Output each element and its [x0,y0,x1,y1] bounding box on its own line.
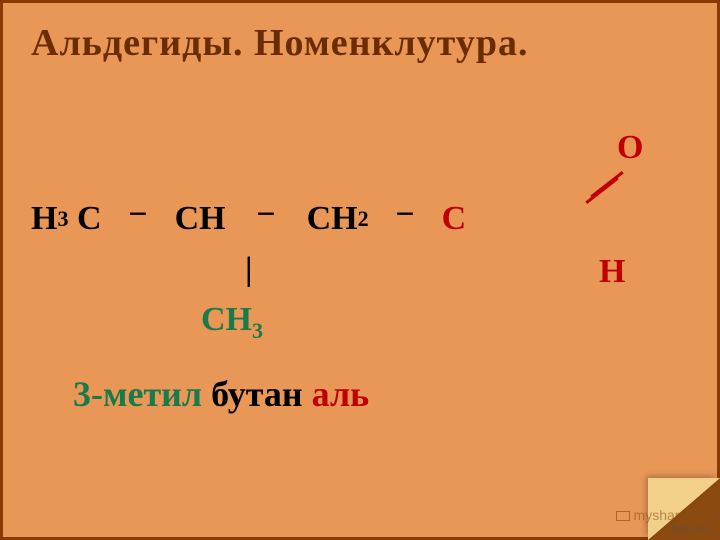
c3: CH [307,200,358,237]
watermark-logo-icon [616,511,630,521]
footer-credit: fppt.com [671,524,709,535]
c3-sub: 2 [358,206,369,231]
branch-ch: CH [201,301,252,338]
bond-2: − [252,196,280,234]
formula-main-chain: H3 C − CH − CH2 − C [31,198,466,238]
double-bond-icon [583,165,627,209]
name-part-al: аль [303,374,370,414]
slide-title: Альдегиды. Номенклутура. [31,21,528,65]
c1-c: C [69,200,102,237]
bond-3: − [391,196,419,234]
aldehyde-hydrogen: H [599,253,625,291]
methyl-branch: CH3 [201,301,263,344]
compound-name: 3-метил бутан аль [73,373,369,415]
c1-sub: 3 [57,206,68,231]
slide: Альдегиды. Номенклутура. O H3 C − CH − C… [0,0,720,540]
bond-1: − [124,196,152,234]
c2: CH [175,200,226,237]
watermark: myshared [616,507,695,523]
name-part-methyl: 3-метил [73,374,202,414]
branch-sub: 3 [252,318,263,343]
vertical-bond: | [245,251,253,289]
name-part-butan: бутан [202,374,303,414]
aldehyde-c: C [442,200,467,237]
c1-h: H [31,200,57,237]
watermark-text: myshared [634,507,695,523]
aldehyde-oxygen: O [617,129,643,167]
